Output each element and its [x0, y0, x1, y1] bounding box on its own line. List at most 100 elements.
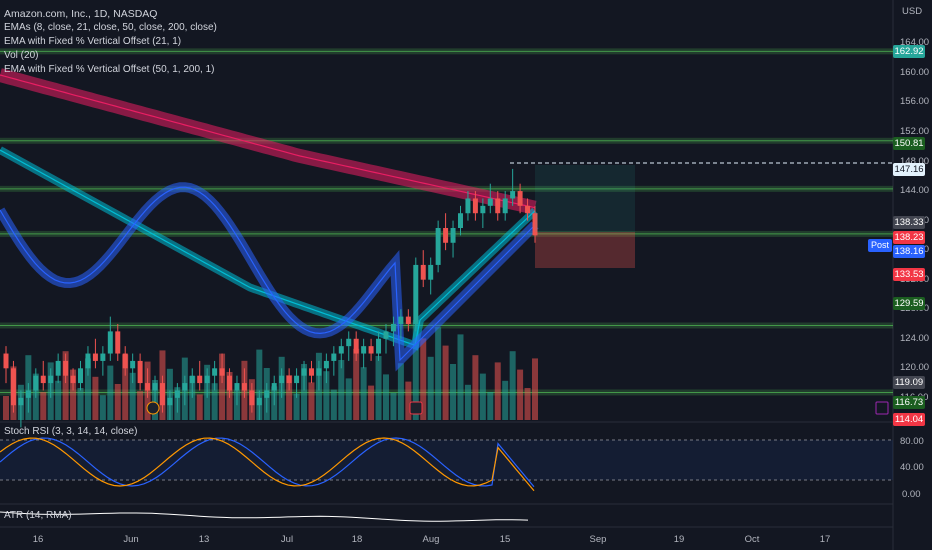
- volume-bar: [211, 383, 218, 420]
- price-tick-10: 124.00: [900, 332, 930, 344]
- candle-body: [152, 383, 158, 391]
- legend-ema-offset-50-200[interactable]: EMA with Fixed % Vertical Offset (50, 1,…: [4, 64, 215, 75]
- volume-bar: [55, 380, 62, 420]
- candle-body: [212, 368, 218, 376]
- volume-bar: [256, 349, 263, 420]
- candle-body: [122, 353, 128, 369]
- reward-box: [535, 165, 635, 232]
- candle-body: [331, 353, 337, 361]
- atr-label[interactable]: ATR (14, RMA): [4, 510, 72, 521]
- legend-emas[interactable]: EMAs (8, close, 21, close, 50, close, 20…: [4, 22, 217, 33]
- legend-ema-offset-21[interactable]: EMA with Fixed % Vertical Offset (21, 1): [4, 36, 182, 47]
- date-tick-3: Jul: [280, 534, 294, 545]
- candle-body: [383, 331, 389, 339]
- candle-body: [85, 353, 91, 369]
- volume-bar: [122, 354, 129, 420]
- volume-bar: [323, 371, 330, 420]
- candle-body: [10, 368, 16, 406]
- volume-bar: [517, 369, 524, 420]
- currency-label[interactable]: USD: [902, 6, 923, 17]
- volume-bar: [189, 376, 196, 420]
- volume-bar: [479, 373, 486, 420]
- candle-body: [249, 390, 255, 406]
- volume-bar: [405, 381, 412, 420]
- volume-bar: [397, 363, 404, 420]
- price-tick-2: 156.00: [900, 96, 930, 108]
- volume-bar: [338, 360, 345, 420]
- volume-bar: [472, 355, 479, 420]
- stoch-tick-0: 0.00: [902, 489, 921, 500]
- volume-bar: [442, 345, 449, 420]
- date-tick-10: 17: [819, 534, 831, 545]
- legend-volume[interactable]: Vol (20): [4, 50, 39, 61]
- date-tick-0: 16: [32, 534, 44, 545]
- volume-bar: [502, 380, 509, 420]
- candle-body: [472, 198, 478, 214]
- candle-body: [338, 346, 344, 354]
- candle-body: [48, 375, 54, 384]
- volume-bar: [412, 320, 419, 420]
- volume-bar: [435, 327, 442, 420]
- candle-body: [517, 191, 523, 206]
- volume-bar: [84, 358, 91, 420]
- candle-body: [502, 198, 508, 214]
- price-tag-6: 133.53: [893, 268, 925, 281]
- candle-body: [435, 228, 441, 265]
- candle-body: [78, 368, 84, 384]
- candle-body: [55, 360, 61, 376]
- candle-body: [405, 316, 411, 324]
- candle-body: [92, 353, 98, 361]
- volume-bar: [107, 365, 114, 420]
- volume-bar: [308, 382, 315, 420]
- candle-body: [40, 375, 46, 384]
- candle-body: [376, 338, 382, 354]
- candle-body: [115, 331, 121, 354]
- date-tick-5: Aug: [422, 534, 440, 545]
- candle-body: [107, 331, 113, 354]
- candle-body: [301, 368, 307, 376]
- volume-bar: [427, 356, 434, 420]
- volume-bar: [129, 372, 136, 420]
- candle-body: [18, 397, 24, 406]
- volume-bar: [137, 391, 144, 420]
- post-market-badge: Post: [868, 239, 892, 252]
- stoch-rsi-label[interactable]: Stoch RSI (3, 3, 14, 14, close): [4, 426, 138, 437]
- candle-body: [428, 264, 434, 280]
- candle-body: [234, 383, 240, 391]
- candle-body: [271, 383, 277, 391]
- candle-body: [510, 191, 516, 199]
- volume-bar: [368, 385, 375, 420]
- price-tag-1: 150.81: [893, 137, 925, 150]
- price-tag-7: 129.59: [893, 297, 925, 310]
- candle-body: [70, 375, 76, 384]
- date-tick-1: Jun: [123, 534, 139, 545]
- candle-body: [63, 360, 69, 376]
- ema21-ribbon-core: [0, 186, 536, 362]
- volume-bar: [196, 394, 203, 420]
- volume-bar: [77, 388, 84, 420]
- candle-body: [219, 368, 225, 376]
- candle-body: [189, 375, 195, 384]
- date-tick-7: Sep: [589, 534, 607, 545]
- volume-bar: [99, 395, 106, 420]
- candle-body: [487, 198, 493, 206]
- price-tag-4: 138.23: [893, 231, 925, 244]
- legend-symbol[interactable]: Amazon.com, Inc., 1D, NASDAQ: [4, 8, 158, 20]
- volume-bar: [219, 353, 226, 420]
- candle-body: [137, 360, 143, 384]
- candle-body: [174, 390, 180, 398]
- price-tag-3: 138.33: [893, 216, 925, 229]
- candle-body: [241, 383, 247, 391]
- candle-body: [368, 346, 374, 354]
- candle-body: [279, 375, 285, 384]
- candle-body: [525, 205, 531, 214]
- volume-bar: [390, 392, 397, 420]
- candle-body: [443, 228, 449, 243]
- volume-bar: [286, 375, 293, 420]
- volume-bar: [494, 362, 501, 420]
- split-event-marker: [146, 401, 160, 415]
- candle-body: [420, 264, 426, 280]
- candle-body: [256, 397, 262, 406]
- volume-bar: [450, 364, 457, 420]
